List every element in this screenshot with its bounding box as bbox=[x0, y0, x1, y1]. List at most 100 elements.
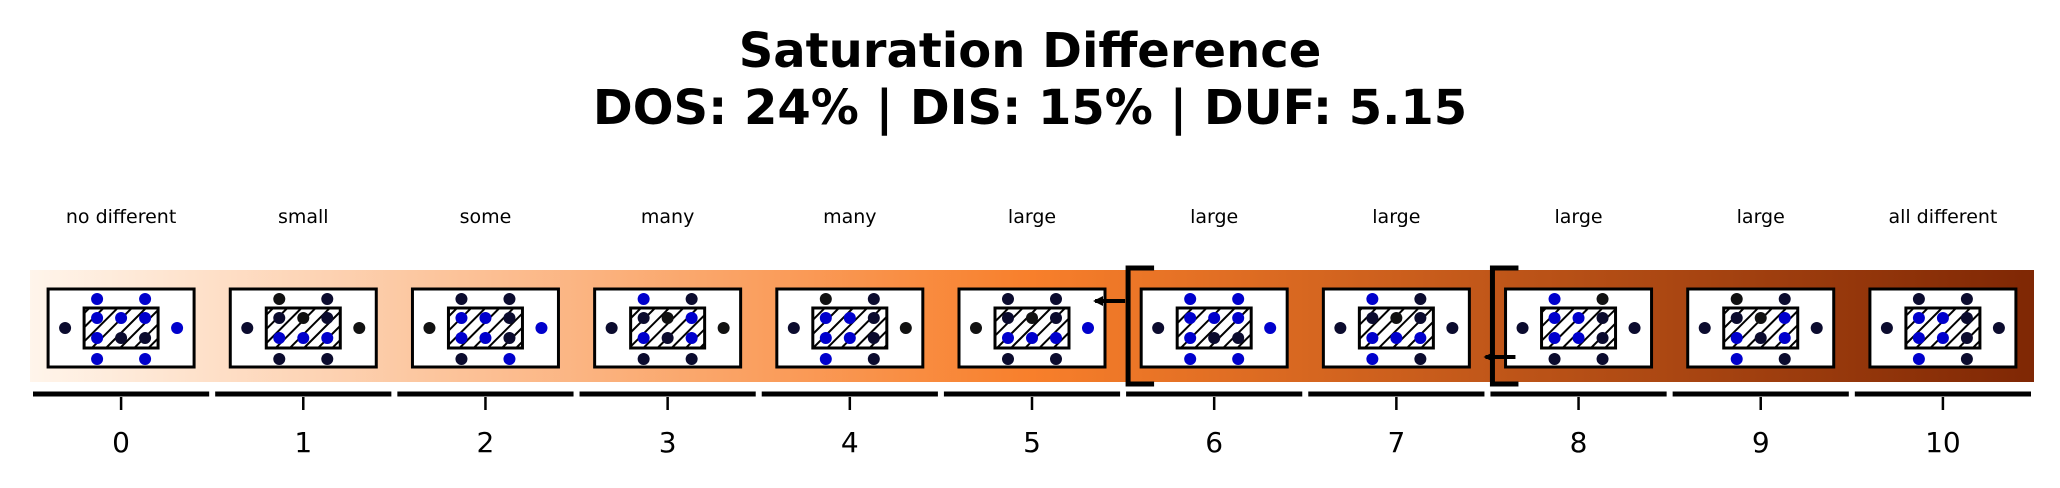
dot bbox=[273, 293, 286, 305]
dot bbox=[819, 353, 832, 365]
dot bbox=[637, 293, 650, 305]
dot bbox=[1628, 322, 1641, 334]
dot bbox=[1208, 332, 1221, 344]
scale-column-9: large 9 bbox=[1672, 206, 1849, 459]
dot bbox=[1050, 332, 1062, 344]
dot bbox=[1446, 322, 1459, 334]
dot bbox=[1730, 293, 1743, 305]
category-label: large bbox=[1737, 206, 1785, 228]
dot bbox=[321, 332, 334, 344]
dot bbox=[1152, 322, 1165, 334]
dot bbox=[1880, 322, 1893, 334]
chart-title: Saturation Difference bbox=[738, 23, 1322, 79]
dot bbox=[1548, 332, 1561, 344]
dot bbox=[1050, 293, 1062, 305]
dot bbox=[1366, 332, 1379, 344]
dot bbox=[1390, 312, 1403, 324]
dot bbox=[1414, 312, 1427, 324]
outer-box bbox=[410, 287, 560, 369]
dot bbox=[1026, 312, 1038, 324]
tick-label: 1 bbox=[294, 426, 312, 459]
dot bbox=[819, 293, 832, 305]
dot bbox=[843, 332, 856, 344]
boundary-bracket bbox=[1125, 265, 1155, 387]
tick-label: 10 bbox=[1925, 426, 1961, 459]
dot bbox=[91, 332, 104, 344]
dot bbox=[1184, 353, 1197, 365]
dot bbox=[1596, 293, 1609, 305]
category-label: some bbox=[460, 206, 512, 228]
dot bbox=[1730, 332, 1743, 344]
dot bbox=[1026, 332, 1038, 344]
dot bbox=[1232, 312, 1245, 324]
dot bbox=[1596, 332, 1609, 344]
dot bbox=[273, 312, 286, 324]
dot bbox=[787, 322, 800, 334]
dot bbox=[1232, 353, 1245, 365]
dot bbox=[1572, 312, 1585, 324]
boundary-bracket bbox=[1489, 265, 1519, 387]
scale-column-0: no different 0 bbox=[33, 206, 210, 459]
dot bbox=[819, 332, 832, 344]
category-label: many bbox=[641, 206, 694, 228]
dot bbox=[273, 332, 286, 344]
tick-label: 8 bbox=[1570, 426, 1588, 459]
dot bbox=[685, 312, 698, 324]
dot bbox=[1730, 353, 1743, 365]
dot bbox=[1960, 332, 1973, 344]
dot bbox=[1912, 332, 1925, 344]
dot bbox=[115, 312, 128, 324]
tick-label: 6 bbox=[1205, 426, 1223, 459]
dot bbox=[1002, 293, 1014, 305]
dot bbox=[1548, 353, 1561, 365]
dot bbox=[1936, 332, 1949, 344]
category-label: large bbox=[1372, 206, 1420, 228]
outer-box bbox=[593, 287, 743, 369]
scale-column-8: large 8 bbox=[1490, 206, 1667, 459]
dot bbox=[661, 332, 674, 344]
dot bbox=[685, 293, 698, 305]
dot bbox=[1334, 322, 1347, 334]
dot bbox=[321, 293, 334, 305]
dot bbox=[1912, 293, 1925, 305]
dot bbox=[1572, 332, 1585, 344]
scale-column-7: large 7 bbox=[1308, 206, 1485, 459]
dot bbox=[321, 353, 334, 365]
dot bbox=[423, 322, 436, 334]
dot bbox=[1002, 332, 1014, 344]
dot bbox=[503, 353, 516, 365]
dot bbox=[661, 312, 674, 324]
dot bbox=[1232, 332, 1245, 344]
dot bbox=[479, 332, 492, 344]
dot bbox=[455, 312, 468, 324]
dot bbox=[1960, 293, 1973, 305]
dot bbox=[637, 353, 650, 365]
dot bbox=[637, 332, 650, 344]
dot bbox=[1730, 312, 1743, 324]
dot bbox=[1778, 332, 1791, 344]
dot bbox=[1548, 312, 1561, 324]
dot bbox=[685, 353, 698, 365]
dot bbox=[91, 353, 104, 365]
dot bbox=[867, 312, 880, 324]
dot bbox=[1936, 312, 1949, 324]
dot bbox=[1002, 353, 1014, 365]
tick-label: 0 bbox=[112, 426, 130, 459]
dot bbox=[455, 293, 468, 305]
dot bbox=[171, 322, 184, 334]
dot bbox=[637, 312, 650, 324]
dot bbox=[867, 293, 880, 305]
dot bbox=[1050, 312, 1062, 324]
dot bbox=[59, 322, 72, 334]
dot bbox=[867, 332, 880, 344]
dot bbox=[91, 312, 104, 324]
dot bbox=[115, 332, 128, 344]
scale-column-10: all different 10 bbox=[1854, 206, 2031, 459]
scale-column-6: large 6 bbox=[1126, 206, 1303, 459]
dot bbox=[241, 322, 254, 334]
dot bbox=[1232, 293, 1245, 305]
category-label: all different bbox=[1888, 206, 1997, 228]
dot bbox=[1002, 312, 1014, 324]
dot bbox=[139, 353, 152, 365]
